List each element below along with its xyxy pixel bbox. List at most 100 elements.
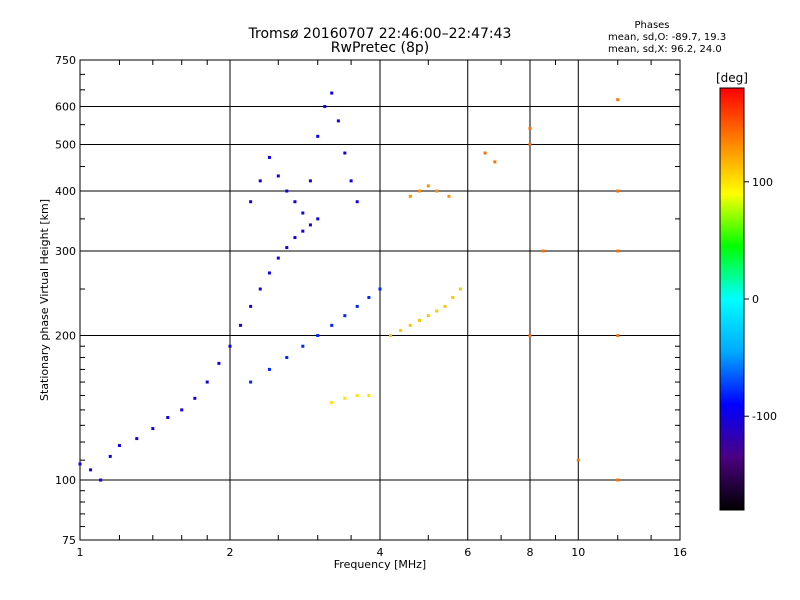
data-point [267, 367, 271, 371]
data-point [417, 189, 421, 193]
data-point [336, 119, 340, 123]
y-tick-label: 600 [55, 101, 76, 114]
y-tick-label: 500 [55, 139, 76, 152]
data-point [447, 194, 451, 198]
y-axis-label: Stationary phase Virtual Height [km] [38, 199, 51, 401]
data-point [443, 304, 447, 308]
data-point [408, 194, 412, 198]
data-point [408, 323, 412, 327]
colorbar-tick-label: -100 [752, 410, 777, 423]
data-point [78, 462, 82, 466]
y-tick-label: 300 [55, 245, 76, 258]
data-point [435, 189, 439, 193]
data-point [330, 323, 334, 327]
data-point [228, 344, 232, 348]
data-point [330, 401, 334, 405]
data-point [308, 179, 312, 183]
data-point [576, 458, 580, 462]
data-point [293, 200, 297, 204]
data-point [417, 318, 421, 322]
data-point [426, 184, 430, 188]
data-point [528, 143, 532, 147]
data-point [349, 179, 353, 183]
data-point [616, 98, 620, 102]
data-point [458, 287, 462, 291]
data-point [276, 256, 280, 260]
data-point [117, 444, 121, 448]
data-point [355, 394, 359, 398]
data-point [355, 200, 359, 204]
data-point [89, 468, 93, 472]
data-point [276, 174, 280, 178]
x-axis-label: Frequency [MHz] [334, 558, 426, 571]
colorbar-label: [deg] [716, 71, 748, 85]
data-point [435, 309, 439, 313]
data-point [285, 189, 289, 193]
data-point [616, 334, 620, 338]
data-point [343, 314, 347, 318]
data-point [285, 246, 289, 250]
data-point [389, 334, 393, 338]
data-point [316, 134, 320, 138]
data-point [399, 328, 403, 332]
data-point [367, 394, 371, 398]
data-point [301, 211, 305, 215]
data-point [166, 415, 170, 419]
colorbar-tick-label: 100 [752, 176, 773, 189]
chart-subtitle: RwPretec (8p) [330, 40, 430, 56]
data-point [493, 160, 497, 164]
data-point [249, 304, 253, 308]
phases-title: Phases [634, 20, 670, 31]
y-tick-label: 75 [62, 534, 76, 547]
data-point [249, 380, 253, 384]
data-point [151, 427, 155, 431]
data-point [528, 334, 532, 338]
x-tick-label: 1 [77, 546, 84, 559]
y-tick-label: 750 [55, 54, 76, 67]
data-point [316, 334, 320, 338]
data-point [308, 223, 312, 227]
y-tick-label: 200 [55, 330, 76, 343]
data-point [301, 344, 305, 348]
data-point [355, 304, 359, 308]
y-tick-label: 100 [55, 474, 76, 487]
data-point [293, 236, 297, 240]
data-point [301, 229, 305, 233]
x-tick-label: 4 [377, 546, 384, 559]
data-point [323, 105, 327, 109]
data-point [378, 287, 382, 291]
data-point [483, 151, 487, 155]
data-point [205, 380, 209, 384]
data-point [343, 151, 347, 155]
data-point [426, 314, 430, 318]
data-point [249, 200, 253, 204]
x-tick-label: 8 [527, 546, 534, 559]
data-point [616, 478, 620, 482]
data-point [616, 249, 620, 253]
data-point [217, 361, 221, 365]
data-point [258, 287, 262, 291]
data-point [541, 249, 545, 253]
data-point [528, 126, 532, 130]
y-tick-label: 400 [55, 185, 76, 198]
data-point [180, 408, 184, 412]
data-point [343, 396, 347, 400]
x-tick-label: 16 [673, 546, 687, 559]
colorbar-tick-label: 0 [752, 293, 759, 306]
chart-title: Tromsø 20160707 22:46:00–22:47:43 [248, 26, 512, 42]
x-tick-label: 6 [464, 546, 471, 559]
data-point [330, 91, 334, 95]
colorbar [719, 87, 745, 511]
phases-o-stats: mean, sd,O: -89.7, 19.3 [608, 32, 727, 43]
data-point [258, 179, 262, 183]
data-point [616, 189, 620, 193]
data-point [193, 396, 197, 400]
data-point [316, 217, 320, 221]
x-tick-label: 2 [227, 546, 234, 559]
data-point [285, 355, 289, 359]
phases-x-stats: mean, sd,X: 96.2, 24.0 [608, 44, 722, 55]
data-point [451, 296, 455, 300]
data-point [239, 323, 243, 327]
data-point [267, 271, 271, 275]
